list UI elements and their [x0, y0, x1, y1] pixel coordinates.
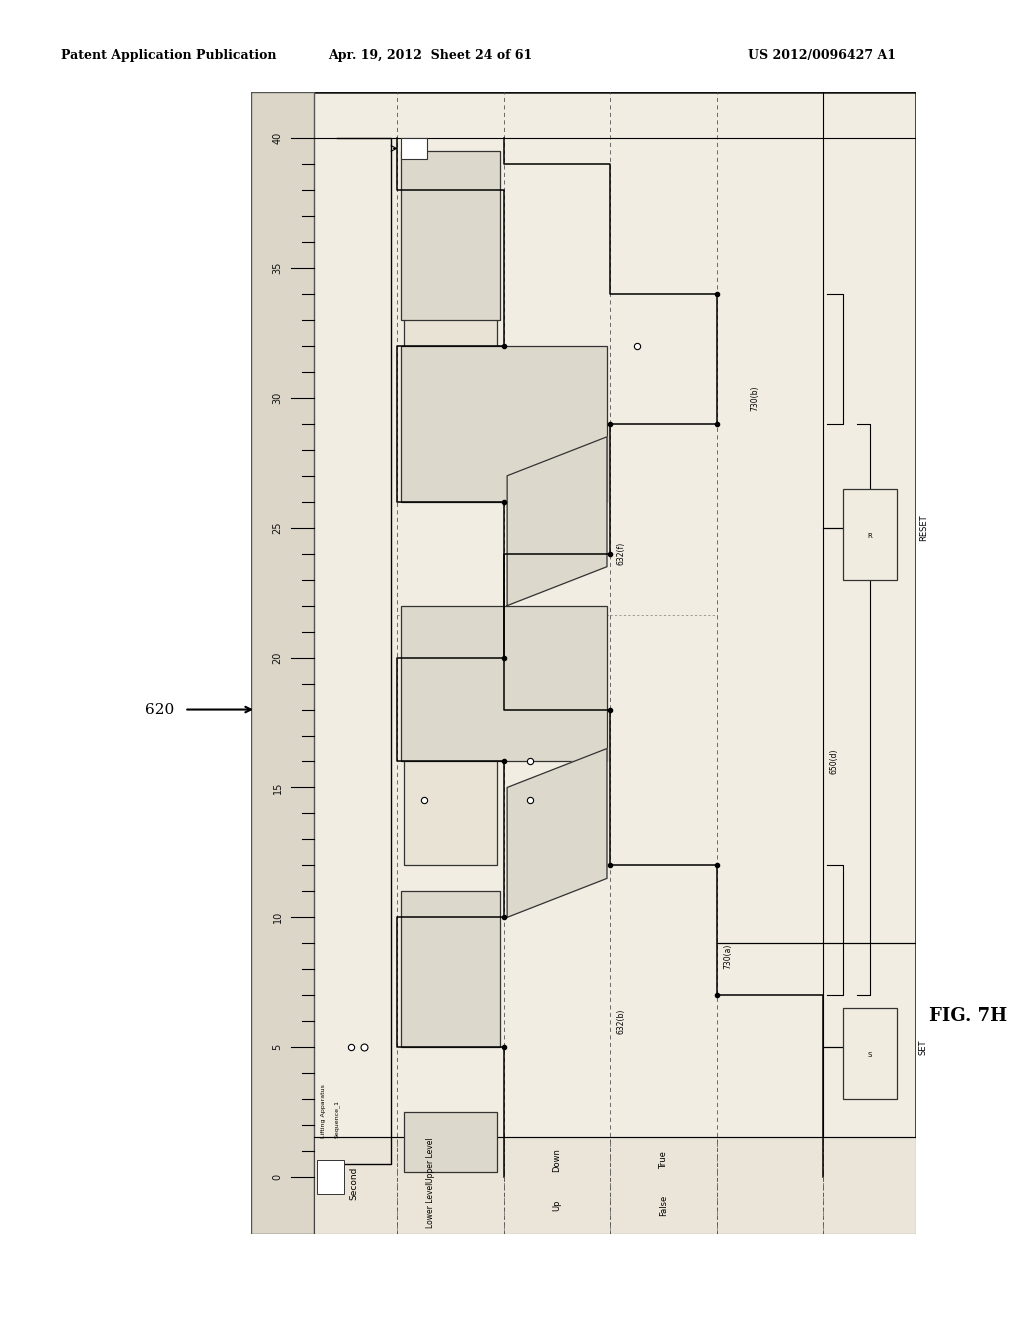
Bar — [314, 1137, 916, 1234]
Text: Up: Up — [553, 1200, 561, 1212]
Text: Lower Level: Lower Level — [426, 1183, 435, 1229]
Text: SET: SET — [919, 1039, 928, 1055]
Bar — [403, 242, 498, 450]
Text: 5: 5 — [272, 1044, 283, 1051]
Text: 15: 15 — [272, 781, 283, 793]
Text: 30: 30 — [272, 392, 283, 404]
Text: RESET: RESET — [919, 515, 928, 541]
Text: 632(b): 632(b) — [616, 1008, 626, 1034]
Text: 620: 620 — [144, 702, 174, 717]
Text: Lifting Apparatus: Lifting Apparatus — [321, 1084, 326, 1138]
Bar — [400, 891, 501, 1047]
Bar — [400, 139, 427, 158]
Bar — [400, 150, 501, 319]
Text: False: False — [659, 1195, 668, 1216]
Bar — [317, 1160, 344, 1195]
Text: 40: 40 — [272, 132, 283, 144]
Text: S: S — [867, 1052, 872, 1059]
Text: Second: Second — [349, 1166, 358, 1200]
Text: 730(a): 730(a) — [723, 944, 732, 969]
Text: 20: 20 — [272, 651, 283, 664]
Bar — [400, 606, 607, 762]
Bar — [844, 488, 897, 579]
Text: 35: 35 — [272, 261, 283, 275]
Text: 10: 10 — [272, 911, 283, 924]
Text: FIG. 7H: FIG. 7H — [929, 1007, 1007, 1026]
Text: 632(f): 632(f) — [616, 543, 626, 565]
Text: 25: 25 — [272, 521, 283, 535]
Bar — [403, 1113, 498, 1172]
Bar — [403, 710, 498, 866]
Text: Patent Application Publication: Patent Application Publication — [61, 49, 276, 62]
Text: Upper Level: Upper Level — [426, 1137, 435, 1183]
Bar — [844, 1008, 897, 1100]
Text: Sequence_1: Sequence_1 — [334, 1100, 340, 1138]
Text: Apr. 19, 2012  Sheet 24 of 61: Apr. 19, 2012 Sheet 24 of 61 — [328, 49, 532, 62]
Text: True: True — [659, 1151, 668, 1170]
Bar — [400, 346, 607, 502]
Polygon shape — [507, 437, 607, 606]
Text: Down: Down — [553, 1148, 561, 1172]
Text: 730(b): 730(b) — [750, 385, 759, 411]
Text: US 2012/0096427 A1: US 2012/0096427 A1 — [748, 49, 896, 62]
Bar — [251, 92, 314, 1234]
Text: R: R — [867, 532, 872, 539]
Text: 650(d): 650(d) — [829, 748, 839, 775]
Text: 0: 0 — [272, 1173, 283, 1180]
Polygon shape — [507, 748, 607, 917]
